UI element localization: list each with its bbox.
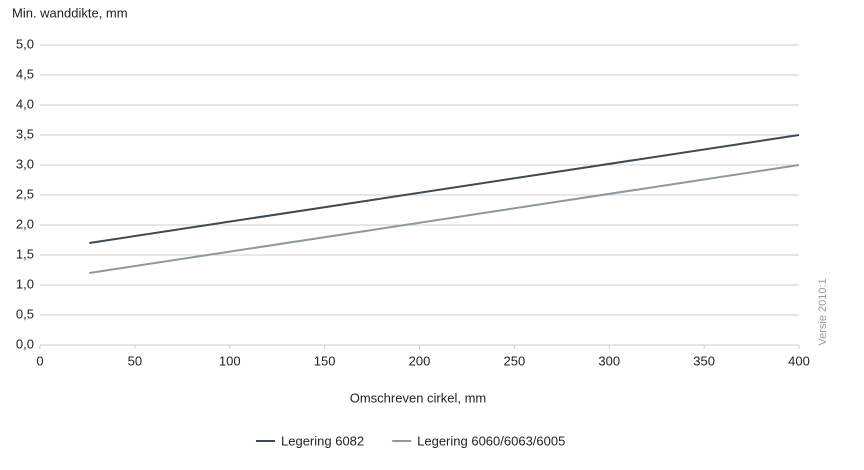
x-tick-label: 250 [504,353,526,368]
y-tick-label: 2,5 [16,186,34,201]
series-line [89,134,800,244]
y-tick-label: 1,5 [16,246,34,261]
chart-title: Min. wanddikte, mm [12,5,128,20]
series-line [89,164,800,274]
y-tick-label: 4,0 [16,96,34,111]
x-tick-label: 300 [598,353,620,368]
y-tick-label: 1,0 [16,276,34,291]
x-tick-label: 0 [36,353,43,368]
y-tick-label: 0,0 [16,336,34,351]
x-tick-label: 400 [788,353,810,368]
x-tick-label: 100 [219,353,241,368]
x-axis-label: Omschreven cirkel, mm [350,390,487,405]
y-tick-label: 2,0 [16,216,34,231]
version-note: Versie 2010:1 [817,278,829,345]
x-tick-label: 200 [409,353,431,368]
x-tick-label: 350 [693,353,715,368]
y-tick-label: 5,0 [16,36,34,51]
legend-label: Legering 6060/6063/6005 [417,433,565,448]
y-tick-label: 0,5 [16,306,34,321]
x-tick-label: 50 [128,353,142,368]
y-tick-label: 3,5 [16,126,34,141]
y-tick-label: 4,5 [16,66,34,81]
legend-label: Legering 6082 [281,433,364,448]
y-tick-label: 3,0 [16,156,34,171]
x-tick-label: 150 [314,353,336,368]
